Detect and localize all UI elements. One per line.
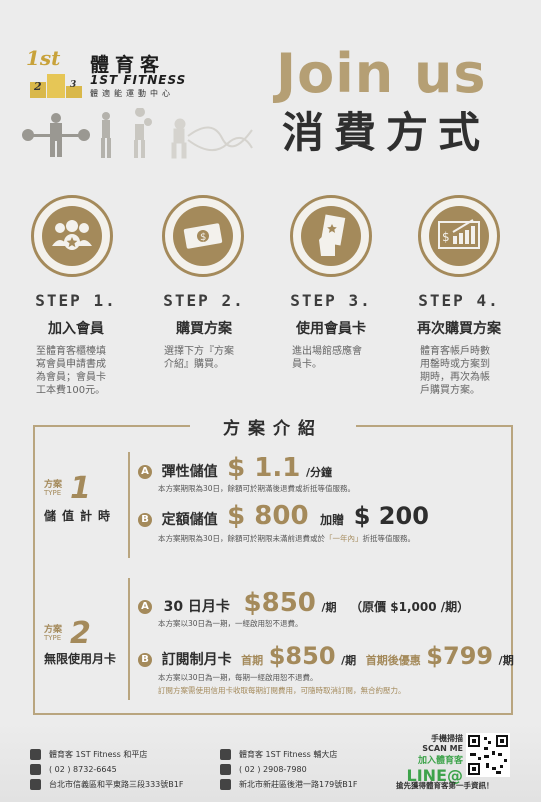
- line-promo: 搶先獲得體育客第一手資訊！: [396, 781, 494, 790]
- phone-icon: [220, 764, 231, 775]
- step1-circle: [31, 195, 113, 277]
- step1-subtitle: 加入會員: [48, 321, 104, 337]
- step4-title: STEP 4.: [418, 291, 500, 310]
- step2-subtitle: 購買方案: [176, 321, 232, 337]
- footer: [0, 722, 541, 802]
- plan-2b-row: B 訂閱制月卡 首期 $850 /期 首期後優惠 $799 /期: [138, 642, 514, 670]
- facebook-icon: [220, 749, 231, 760]
- plans-frame: [33, 425, 513, 715]
- location-icon: [30, 779, 41, 790]
- plans-frame-top-left: [33, 425, 190, 427]
- svg-text:$: $: [200, 232, 206, 243]
- step2-circle: $: [162, 195, 244, 277]
- qr-code[interactable]: [466, 733, 510, 777]
- badge-b: B: [138, 512, 152, 527]
- plan-2a-note: 本方案以30日為一期，一經啟用恕不退費。: [158, 619, 303, 628]
- brand-tagline: 體適能運動中心: [90, 89, 174, 98]
- plan-1a-note: 本方案期限為30日，餘額可於期滿後退費或折抵等值服務。: [158, 484, 356, 493]
- chart-growth-icon: $: [429, 206, 489, 266]
- step1-title: STEP 1.: [35, 291, 117, 310]
- step1-description: 至體育客櫃檯填寫會員申請書成為會員；會員卡工本費100元。: [36, 346, 106, 396]
- podium-icon: [30, 74, 82, 98]
- type1-name: 儲值計時: [44, 509, 117, 523]
- step3-circle: [290, 195, 372, 277]
- plan-1b-note: 本方案期限為30日，餘額可於期限未滿前退費或於「一年內」折抵等值服務。: [158, 534, 416, 543]
- brand-logo: 1st 2 3: [22, 44, 92, 104]
- step4-circle: $: [418, 195, 500, 277]
- hand-card-icon: [301, 206, 361, 266]
- branch1-info: 體育客 1ST Fitness 和平店 ( 02 ) 8732-6645 台北市…: [30, 747, 183, 792]
- branch2-info: 體育客 1ST Fitness 輔大店 ( 02 ) 2908-7980 新北市…: [220, 747, 357, 792]
- line-logo[interactable]: LINE@: [406, 766, 463, 785]
- plan-1a-row: A 彈性儲值 $ 1.1 /分鐘: [138, 453, 332, 483]
- plan-2a-row: A 30 日月卡 $850 /期 （原價 $1,000 /期）: [138, 588, 469, 618]
- money-bills-icon: $: [173, 206, 233, 266]
- brand-name-en: 1ST FITNESS: [90, 73, 187, 87]
- members-group-icon: [42, 206, 102, 266]
- title-cn: 消費方式: [282, 108, 491, 157]
- step2-title: STEP 2.: [163, 291, 245, 310]
- plan-1b-row: B 定額儲值 $ 800 加贈 $ 200: [138, 501, 429, 531]
- badge-a: A: [138, 464, 152, 479]
- step4-description: 體育客帳戶時數用罄時或方案到期時，再次為帳戶購買方案。: [420, 346, 490, 396]
- type1-label: 方案 TYPE 1: [44, 471, 91, 506]
- step4-subtitle: 再次購買方案: [417, 321, 501, 337]
- location-icon: [220, 779, 231, 790]
- type2-divider: [128, 578, 130, 700]
- step3-title: STEP 3.: [290, 291, 372, 310]
- athletes-illustration: [22, 107, 254, 160]
- plan-2b-note-2: 訂閱方案需使用信用卡收取每期訂閱費用，可隨時取消訂閱，無合約壓力。: [158, 686, 406, 695]
- type2-name: 無限使用月卡: [44, 652, 117, 666]
- plan-2b-note-1: 本方案以30日為一期，每期一經啟用恕不退費。: [158, 673, 318, 682]
- step2-description: 選擇下方『方案介紹』購買。: [164, 346, 234, 370]
- phone-icon: [30, 764, 41, 775]
- badge-a: A: [138, 599, 152, 614]
- step3-subtitle: 使用會員卡: [296, 321, 366, 337]
- brand-name-cn: 體育客: [90, 54, 166, 76]
- plans-section-title: 方案介紹: [223, 419, 323, 439]
- facebook-icon: [30, 749, 41, 760]
- title-en: Join us: [276, 42, 487, 105]
- type2-label: 方案 TYPE 2: [44, 616, 91, 651]
- plans-frame-top-right: [356, 425, 513, 427]
- step3-description: 進出場館感應會員卡。: [292, 346, 362, 370]
- line-block: 手機掃描 SCAN ME 加入體育客 LINE@: [393, 733, 463, 785]
- svg-text:$: $: [442, 230, 450, 244]
- badge-b: B: [138, 652, 152, 667]
- type1-divider: [128, 452, 130, 558]
